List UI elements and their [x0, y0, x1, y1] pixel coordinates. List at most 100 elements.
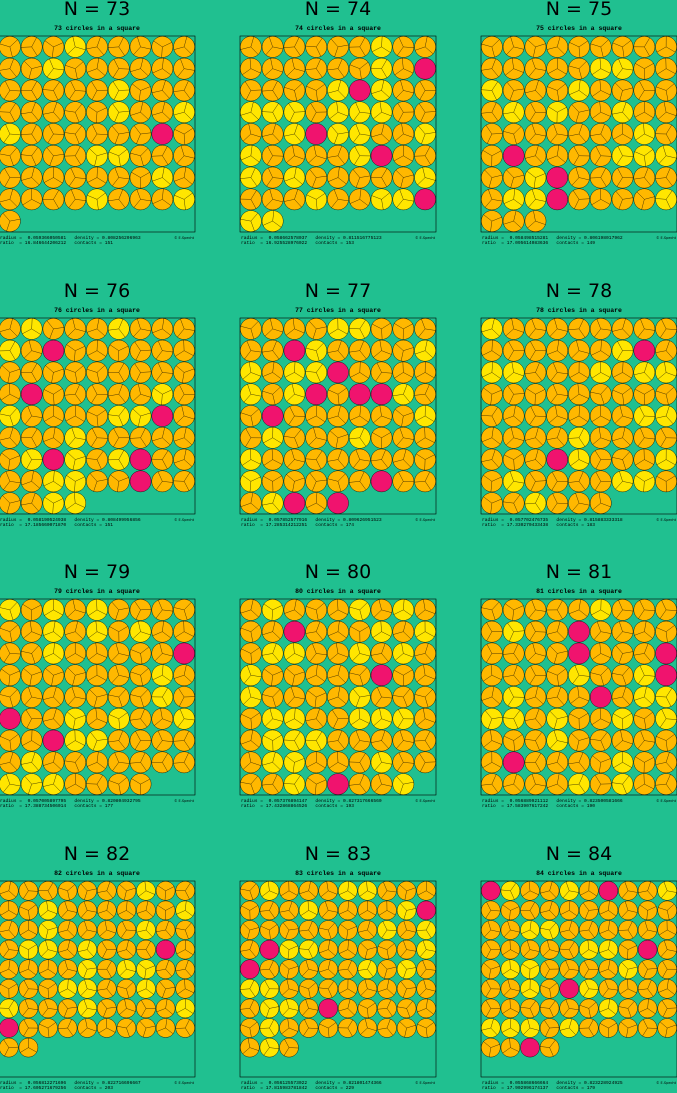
contact-spoke	[359, 405, 362, 417]
contact-spoke	[185, 960, 189, 970]
contact-spoke	[306, 194, 317, 200]
contact-spoke	[140, 718, 148, 728]
contact-spoke	[185, 882, 191, 891]
contact-spoke	[666, 475, 676, 482]
contact-spoke	[327, 68, 339, 71]
contact-spoke	[618, 199, 623, 210]
contact-spoke	[47, 910, 57, 914]
contact-spoke	[640, 318, 645, 329]
contact-spoke	[43, 631, 54, 636]
contact-spoke	[249, 940, 254, 950]
contact-spoke	[504, 454, 514, 460]
contact-spoke	[633, 372, 645, 375]
contact-spoke	[31, 415, 43, 418]
contact-spoke	[269, 189, 273, 200]
contact-spoke	[9, 133, 21, 136]
contact-spoke	[165, 1018, 168, 1029]
contact-spoke	[9, 740, 12, 752]
contact-spoke	[308, 1027, 319, 1029]
contact-spoke	[288, 988, 299, 992]
contact-spoke	[134, 363, 141, 373]
contact-spoke	[664, 940, 668, 950]
contact-spoke	[250, 502, 259, 511]
contact-spoke	[308, 1008, 318, 1011]
contact-spoke	[287, 459, 295, 468]
contact-spoke	[545, 1027, 550, 1037]
contact-spoke	[75, 653, 85, 659]
contact-spoke	[294, 68, 305, 72]
contact-spoke	[140, 172, 150, 178]
contact-spoke	[31, 199, 42, 205]
contact-spoke	[665, 124, 672, 135]
contact-spoke	[571, 350, 580, 359]
contact-spoke	[553, 124, 558, 135]
contact-spoke	[87, 1027, 97, 1032]
contact-spoke	[386, 1008, 393, 1017]
contact-spoke	[96, 199, 99, 210]
contact-spoke	[612, 457, 623, 460]
contact-spoke	[284, 609, 295, 614]
contact-spoke	[377, 1008, 388, 1010]
contact-spoke	[386, 988, 395, 996]
contact-spoke	[503, 501, 514, 504]
contact-spoke	[53, 481, 63, 488]
contact-spoke	[263, 459, 273, 466]
contact-spoke	[308, 921, 313, 931]
contact-spoke	[140, 132, 152, 135]
contact-spoke	[264, 980, 270, 989]
contact-spoke	[118, 328, 126, 338]
contact-spoke	[130, 718, 141, 721]
contact-spoke	[510, 1008, 519, 1013]
contact-spoke	[588, 909, 599, 911]
contact-spoke	[359, 784, 367, 793]
panel-subtitle: 82 circles in a square	[54, 870, 140, 877]
contact-spoke	[95, 642, 98, 654]
contact-spoke	[288, 928, 299, 931]
contact-spoke	[339, 910, 348, 915]
contact-spoke	[318, 987, 329, 989]
contact-spoke	[183, 675, 193, 683]
contact-spoke	[421, 133, 426, 144]
contact-spoke	[118, 607, 130, 611]
contact-spoke	[307, 777, 317, 785]
contact-spoke	[400, 981, 407, 989]
contact-spoke	[491, 459, 499, 468]
contact-spoke	[108, 780, 119, 785]
contact-spoke	[294, 671, 305, 676]
contact-spoke	[96, 718, 107, 724]
contact-spoke	[8, 890, 16, 898]
stats-line: radius = 0.057852577916 density = 0.8096…	[241, 517, 382, 523]
contact-spoke	[157, 885, 166, 891]
contact-spoke	[546, 762, 558, 766]
contact-spoke	[373, 350, 382, 358]
circle	[129, 470, 152, 493]
contact-spoke	[130, 112, 141, 116]
stats-line: radius = 0.056889921112 density = 0.8235…	[482, 798, 623, 804]
contact-spoke	[622, 68, 634, 71]
contact-spoke	[29, 675, 32, 686]
contact-spoke	[75, 502, 85, 508]
contact-spoke	[240, 627, 251, 632]
contact-spoke	[109, 714, 119, 719]
contact-spoke	[291, 449, 295, 460]
contact-spoke	[507, 385, 514, 395]
contact-spoke	[72, 599, 76, 610]
contact-spoke	[265, 46, 273, 56]
contact-spoke	[0, 694, 10, 698]
circle	[259, 939, 280, 960]
contact-spoke	[140, 412, 151, 417]
contact-spoke	[660, 428, 667, 438]
contact-spoke	[526, 170, 536, 178]
contact-spoke	[9, 394, 20, 400]
contact-spoke	[359, 37, 366, 47]
circle	[502, 144, 525, 167]
contact-spoke	[329, 430, 339, 438]
contact-spoke	[162, 621, 164, 632]
contact-spoke	[352, 688, 360, 698]
contact-spoke	[618, 929, 629, 931]
contact-spoke	[597, 621, 601, 632]
contact-spoke	[340, 924, 348, 931]
contact-spoke	[578, 437, 586, 447]
contact-spoke	[535, 762, 541, 772]
contact-spoke	[644, 783, 654, 790]
